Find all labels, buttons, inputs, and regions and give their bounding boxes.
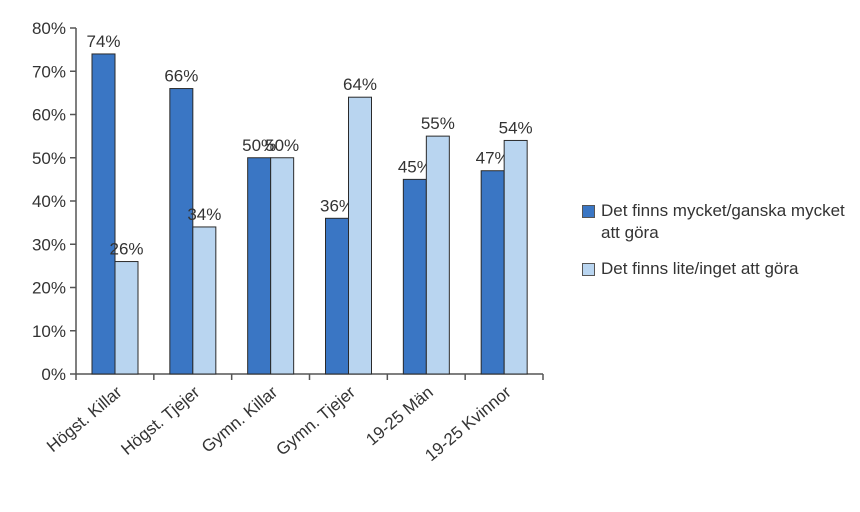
bar [480, 170, 505, 375]
legend-label-series-1: Det finns mycket/ganska mycket att göra [601, 201, 845, 242]
bar [192, 226, 217, 375]
data-label: 45% [398, 157, 432, 176]
legend-swatch-series-2 [582, 263, 595, 276]
data-label: 36% [320, 196, 354, 215]
x-tick-label: Högst. Killar [43, 382, 126, 456]
bar [270, 157, 295, 375]
x-tick-label: Gymn. Tjejer [272, 382, 359, 459]
bar [169, 88, 194, 375]
legend-label-series-2: Det finns lite/inget att göra [601, 259, 799, 278]
data-label: 50% [242, 136, 276, 155]
x-tick-label: Gymn. Killar [198, 382, 281, 456]
bar [425, 135, 450, 375]
y-tick-label: 40% [32, 192, 66, 211]
y-tick-label: 70% [32, 62, 66, 81]
data-label: 26% [109, 240, 143, 259]
y-tick-label: 30% [32, 235, 66, 254]
data-label: 47% [476, 149, 510, 168]
x-tick-label: 19-25 Män [362, 383, 436, 450]
bar [325, 217, 349, 375]
data-label: 64% [343, 75, 377, 94]
bar [503, 139, 528, 375]
data-label: 54% [499, 118, 533, 137]
data-label: 55% [421, 114, 455, 133]
y-tick-label: 20% [32, 279, 66, 298]
data-label: 34% [187, 205, 221, 224]
data-label: 74% [86, 32, 120, 51]
legend-item-series-2: Det finns lite/inget att göra [582, 258, 857, 280]
bar [402, 178, 427, 375]
x-tick-label: 19-25 Kvinnor [421, 382, 515, 465]
y-tick-label: 80% [32, 19, 66, 38]
y-tick-label: 60% [32, 106, 66, 125]
y-tick-label: 10% [32, 322, 66, 341]
legend-item-series-1: Det finns mycket/ganska mycket att göra [582, 200, 857, 244]
bar [247, 157, 272, 375]
legend-swatch-series-1 [582, 205, 595, 218]
data-label: 50% [265, 136, 299, 155]
y-tick-label: 0% [41, 365, 66, 384]
y-tick-label: 50% [32, 149, 66, 168]
legend: Det finns mycket/ganska mycket att göra … [582, 200, 857, 294]
bar [91, 53, 116, 375]
bar [114, 261, 139, 375]
bar [348, 96, 372, 375]
data-label: 66% [164, 67, 198, 86]
x-tick-label: Högst. Tjejer [118, 382, 204, 459]
